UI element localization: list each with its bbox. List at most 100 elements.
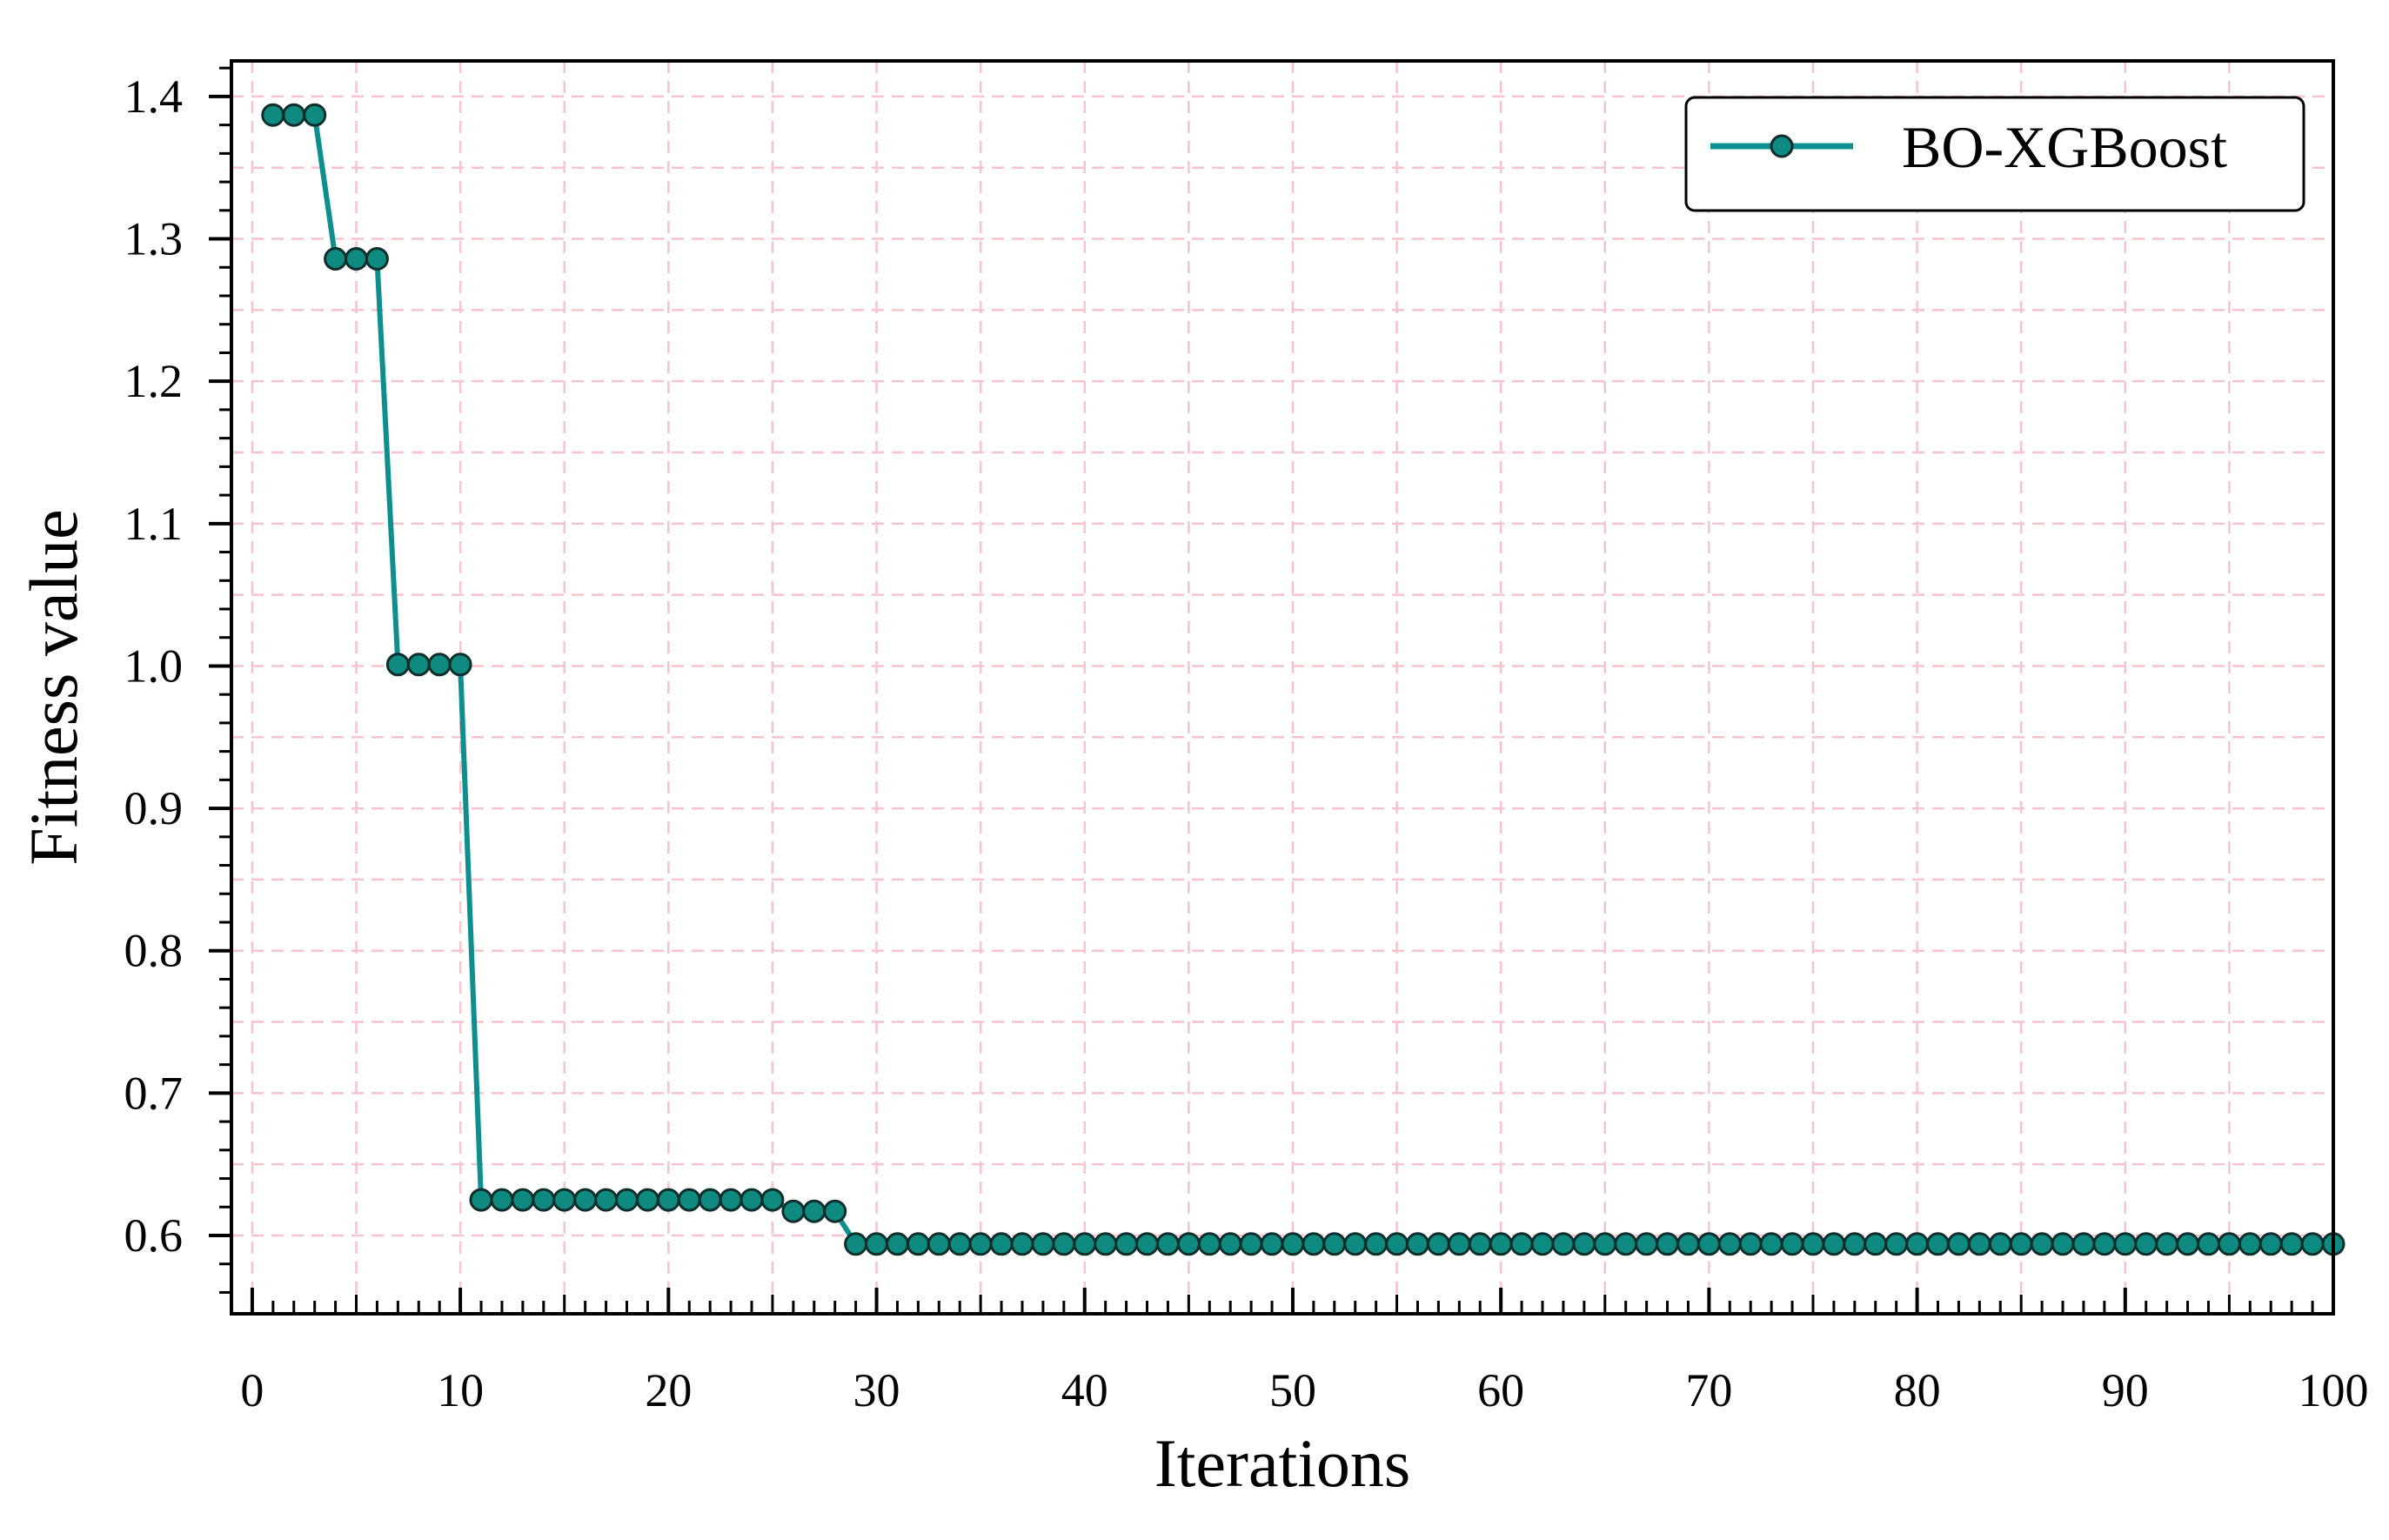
data-point [1239,1232,1263,1256]
data-point [719,1188,743,1212]
data-point [947,1232,972,1256]
data-point [1114,1232,1139,1256]
data-point [1447,1232,1471,1256]
data-point [1884,1232,1909,1256]
data-point [1864,1232,1888,1256]
axis-ticks [209,66,2335,1314]
data-point [1946,1232,1971,1256]
data-point [2259,1232,2283,1256]
y-tick-label: 0.8 [124,925,184,977]
data-point [1343,1232,1368,1256]
data-point [2197,1232,2220,1256]
y-tick-label: 0.6 [124,1209,184,1262]
data-point [1094,1232,1118,1256]
data-point [365,247,389,271]
x-tick-label: 60 [1477,1364,1524,1416]
legend-marker [1770,134,1794,158]
x-tick-label: 90 [2102,1364,2149,1416]
data-point [2051,1232,2075,1256]
data-point [303,103,327,127]
data-point [282,103,306,127]
data-point [324,247,348,271]
data-point [1614,1232,1638,1256]
data-point [1738,1232,1763,1256]
data-point [511,1188,535,1212]
x-tick-label: 50 [1269,1364,1316,1416]
y-tick-label: 1.3 [124,213,184,265]
y-axis-title: Fitness value [16,509,91,865]
x-tick-labels: 0 10 20 30 40 50 60 70 80 90 100 [240,1364,2368,1416]
data-point [968,1232,993,1256]
data-point [2030,1232,2054,1256]
data-point [490,1188,514,1212]
data-point [1530,1232,1555,1256]
x-tick-label: 30 [853,1364,900,1416]
data-point [1281,1232,1305,1256]
y-tick-label: 0.9 [124,782,184,834]
data-point [532,1188,556,1212]
data-point [635,1188,659,1212]
data-point [1135,1232,1159,1256]
x-tick-label: 40 [1061,1364,1108,1416]
data-point [1905,1232,1930,1256]
data-point [1031,1232,1055,1256]
x-axis-title: Iterations [1154,1425,1411,1501]
plot-frame [230,59,2335,1316]
y-tick-labels: 0.6 0.7 0.8 0.9 1.0 1.1 1.2 1.3 1.4 [124,70,184,1262]
y-tick-label: 1.0 [124,639,184,692]
data-point [1509,1232,1534,1256]
data-point [573,1188,598,1212]
data-point [844,1232,868,1256]
data-point [1155,1232,1180,1256]
data-point [802,1199,826,1223]
legend-label-bo-xgboost: BO-XGBoost [1902,114,2227,180]
data-point [1010,1232,1034,1256]
data-point [739,1188,764,1212]
data-point [1926,1232,1950,1256]
y-tick-label: 1.2 [124,355,184,407]
x-tick-label: 20 [645,1364,692,1416]
data-point [1260,1232,1284,1256]
data-point [1197,1232,1221,1256]
data-point [656,1188,680,1212]
data-point [1656,1232,1679,1256]
data-point [1801,1232,1825,1256]
data-point [823,1199,847,1223]
data-point [261,103,285,127]
data-point [2092,1232,2117,1256]
x-tick-label: 70 [1685,1364,1732,1416]
data-point [927,1232,951,1256]
data-point [1676,1232,1700,1256]
y-tick-label: 1.4 [124,70,184,123]
data-point [886,1232,909,1256]
data-point [1696,1232,1721,1256]
data-point [1426,1232,1450,1256]
data-point [1364,1232,1389,1256]
y-tick-label: 1.1 [124,498,184,550]
data-point [448,653,472,677]
data-point [2113,1232,2138,1256]
data-point [552,1188,577,1212]
data-point [469,1188,493,1212]
data-point [698,1188,722,1212]
x-tick-label: 0 [240,1364,264,1416]
data-point [1843,1232,1867,1256]
data-point [1780,1232,1804,1256]
legend-box [1684,96,2305,212]
data-point [1218,1232,1242,1256]
data-point [2217,1232,2241,1256]
data-point [1759,1232,1783,1256]
data-series [261,103,2346,1256]
data-point [385,653,410,677]
y-tick-label: 0.7 [124,1067,184,1119]
x-tick-label: 100 [2299,1364,2369,1416]
data-point [781,1199,806,1223]
data-point [594,1188,619,1212]
data-point [2009,1232,2033,1256]
data-point [1176,1232,1201,1256]
data-point [1468,1232,1492,1256]
data-point [1302,1232,1326,1256]
data-point [1593,1232,1617,1256]
